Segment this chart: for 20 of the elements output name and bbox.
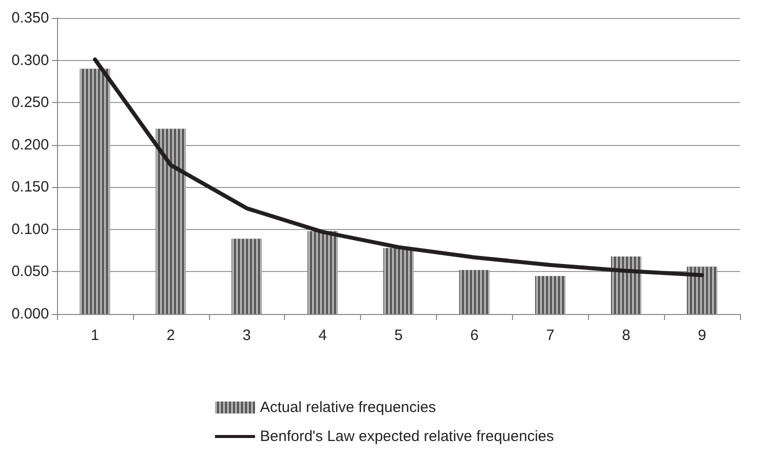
y-tick-label: 0.200 bbox=[11, 136, 49, 154]
x-tick-label: 4 bbox=[318, 327, 327, 344]
x-tick-label: 7 bbox=[546, 327, 554, 344]
x-tick-label: 9 bbox=[698, 327, 706, 344]
x-tick-label: 8 bbox=[622, 327, 630, 344]
y-tick-label: 0.050 bbox=[11, 263, 49, 280]
y-tick-label: 0.300 bbox=[11, 52, 49, 69]
x-tick-label: 2 bbox=[166, 327, 176, 344]
y-tick-label: 0.100 bbox=[11, 220, 49, 238]
legend-label: Benford's Law expected relative frequencies bbox=[260, 428, 554, 445]
x-tick-label: 6 bbox=[470, 327, 479, 344]
x-tick-label: 1 bbox=[90, 327, 100, 344]
line-series bbox=[92, 57, 704, 278]
y-tick-label: 0.000 bbox=[11, 306, 49, 322]
legend-label: Actual relative frequencies bbox=[260, 399, 436, 416]
y-tick-label: 0.150 bbox=[11, 178, 49, 196]
y-tick-label: 0.350 bbox=[11, 10, 49, 26]
y-tick-label: 0.250 bbox=[11, 94, 49, 112]
x-tick-label: 5 bbox=[394, 327, 403, 344]
x-tick-label: 3 bbox=[242, 327, 251, 344]
